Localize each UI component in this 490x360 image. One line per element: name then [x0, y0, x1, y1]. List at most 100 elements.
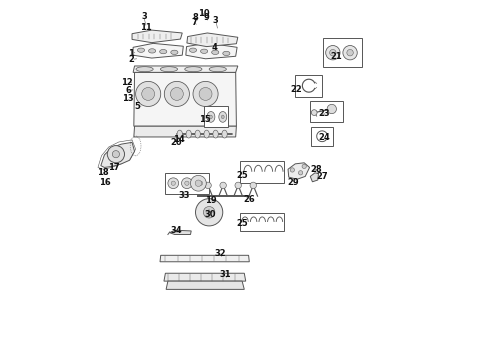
Circle shape: [107, 145, 124, 163]
Circle shape: [171, 181, 175, 185]
Text: 4: 4: [212, 43, 218, 52]
Circle shape: [302, 164, 306, 168]
Ellipse shape: [200, 49, 208, 53]
Circle shape: [198, 181, 203, 185]
Text: 9: 9: [204, 13, 210, 22]
Text: 2: 2: [128, 55, 134, 64]
Circle shape: [142, 87, 155, 100]
Ellipse shape: [195, 130, 200, 138]
Circle shape: [327, 104, 337, 114]
Circle shape: [181, 178, 192, 189]
Text: 1: 1: [128, 49, 134, 58]
Ellipse shape: [219, 112, 227, 122]
Text: 11: 11: [141, 23, 152, 32]
Circle shape: [164, 81, 190, 107]
Text: 20: 20: [171, 138, 182, 147]
Circle shape: [250, 182, 256, 189]
Text: 3: 3: [213, 15, 219, 24]
Ellipse shape: [204, 130, 209, 138]
Bar: [295, 75, 322, 97]
Polygon shape: [133, 43, 183, 58]
Circle shape: [298, 171, 303, 175]
Text: 33: 33: [178, 191, 190, 200]
Text: 27: 27: [317, 172, 328, 181]
Bar: [310, 101, 343, 122]
Polygon shape: [310, 173, 318, 182]
Text: 17: 17: [108, 163, 120, 172]
Circle shape: [199, 87, 212, 100]
Text: 25: 25: [236, 219, 248, 228]
Text: 18: 18: [97, 168, 109, 177]
Ellipse shape: [213, 130, 218, 138]
Circle shape: [330, 49, 336, 56]
Circle shape: [136, 81, 161, 107]
Text: 32: 32: [215, 249, 226, 258]
Circle shape: [185, 181, 189, 185]
Text: 8: 8: [193, 13, 198, 22]
Polygon shape: [288, 163, 310, 179]
Ellipse shape: [171, 50, 178, 54]
Ellipse shape: [210, 115, 212, 119]
Ellipse shape: [136, 67, 153, 72]
Circle shape: [168, 178, 179, 189]
Polygon shape: [186, 43, 237, 59]
Circle shape: [311, 110, 317, 116]
Text: 30: 30: [204, 210, 216, 219]
Text: 6: 6: [125, 86, 131, 95]
Ellipse shape: [137, 48, 145, 52]
Ellipse shape: [160, 67, 177, 72]
Circle shape: [112, 150, 120, 158]
Ellipse shape: [160, 49, 167, 54]
Polygon shape: [166, 281, 245, 289]
Polygon shape: [134, 72, 236, 126]
Circle shape: [205, 182, 211, 189]
Circle shape: [171, 87, 183, 100]
Circle shape: [191, 175, 206, 191]
Ellipse shape: [185, 67, 202, 72]
Text: 28: 28: [310, 165, 322, 174]
Text: 12: 12: [121, 78, 132, 87]
Ellipse shape: [212, 50, 219, 54]
Circle shape: [326, 45, 340, 60]
Text: 21: 21: [330, 53, 342, 62]
Bar: [323, 39, 362, 67]
Bar: [165, 173, 209, 194]
Circle shape: [195, 178, 206, 189]
Polygon shape: [170, 230, 191, 234]
Text: 29: 29: [287, 178, 299, 187]
Circle shape: [195, 180, 201, 186]
Polygon shape: [133, 66, 238, 72]
Polygon shape: [101, 142, 135, 167]
Text: 7: 7: [192, 18, 197, 27]
Text: 10: 10: [197, 9, 209, 18]
Text: 24: 24: [318, 133, 330, 142]
Bar: [204, 107, 228, 127]
Text: 13: 13: [122, 94, 133, 103]
Polygon shape: [164, 273, 245, 281]
Ellipse shape: [207, 112, 215, 122]
Text: 25: 25: [236, 171, 248, 180]
Ellipse shape: [221, 115, 224, 119]
Circle shape: [220, 182, 226, 189]
Circle shape: [235, 182, 242, 189]
Polygon shape: [134, 126, 236, 137]
Ellipse shape: [177, 130, 182, 138]
Text: 16: 16: [98, 178, 110, 187]
Ellipse shape: [209, 67, 226, 72]
Circle shape: [343, 45, 357, 60]
Bar: [240, 213, 284, 231]
Circle shape: [347, 49, 353, 56]
Bar: [311, 127, 333, 145]
Circle shape: [196, 199, 223, 226]
Ellipse shape: [148, 49, 156, 53]
Circle shape: [203, 207, 215, 218]
Text: 14: 14: [173, 135, 185, 144]
Text: 3: 3: [141, 12, 147, 21]
Text: 26: 26: [244, 195, 255, 204]
Text: 15: 15: [199, 115, 211, 124]
Bar: [240, 161, 284, 183]
Ellipse shape: [223, 51, 230, 55]
Text: 31: 31: [220, 270, 231, 279]
Text: 22: 22: [291, 85, 302, 94]
Ellipse shape: [186, 130, 192, 138]
